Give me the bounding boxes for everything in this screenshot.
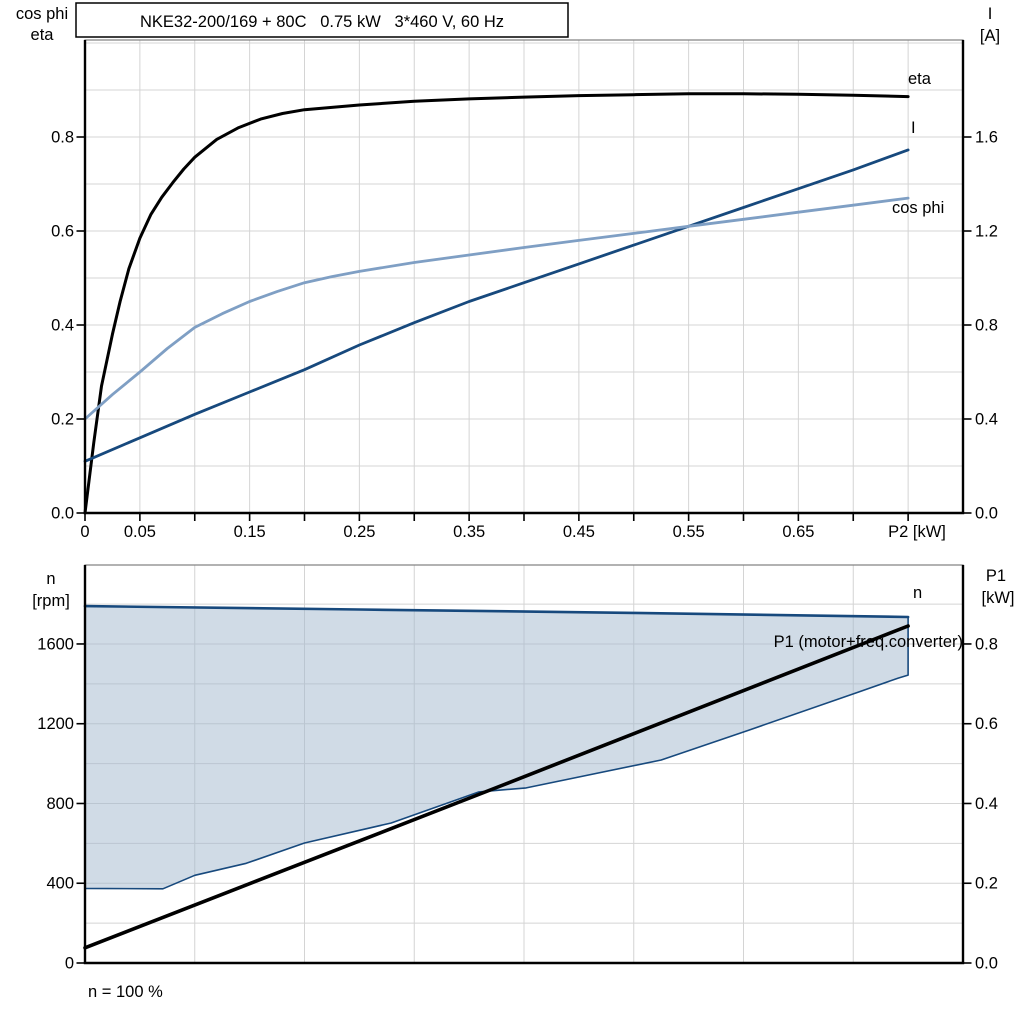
x-axis-title: P2 [kW] [888, 523, 946, 541]
left-tick-label: 0.6 [51, 223, 74, 241]
left-tick-label: 400 [46, 875, 74, 893]
speed-axis-title-line1: n [46, 570, 55, 588]
cos-phi-curve [83, 196, 910, 421]
p1-axis-title-line2: [kW] [982, 589, 1015, 607]
right-axis-title-line1: I [988, 5, 993, 23]
left-tick-label: 1600 [37, 635, 74, 653]
left-tick-label: 0.4 [51, 317, 74, 335]
eta-curve [83, 92, 910, 515]
left-axis-title-line2: eta [31, 26, 55, 44]
left-tick-label: 0.8 [51, 129, 74, 147]
speed-footnote: n = 100 % [88, 983, 163, 1001]
x-tick-label: 0.05 [124, 523, 156, 541]
right-tick-label: 0.4 [975, 411, 998, 429]
x-tick-label: 0.15 [234, 523, 266, 541]
x-tick-label: 0.55 [673, 523, 705, 541]
left-tick-label: 800 [46, 795, 74, 813]
eta-label: eta [908, 70, 932, 88]
efficiency-chart: 0.0 0.2 0.4 0.6 0.8 0.0 0.4 0.8 1.2 1.6 0 0.05 0.15 0… [51, 39, 998, 541]
p1-curve [83, 624, 910, 950]
current-label: I [911, 119, 916, 137]
right-tick-label: 0.0 [975, 955, 998, 973]
grid [85, 40, 963, 513]
right-axis-title-line2: [A] [980, 27, 1000, 45]
right-tick-label: 0.0 [975, 505, 998, 523]
right-tick-label: 1.2 [975, 223, 998, 241]
chart-title: NKE32-200/169 + 80C 0.75 kW 3*460 V, 60 … [140, 13, 504, 31]
left-tick-label: 0.0 [51, 505, 74, 523]
right-tick-label: 0.4 [975, 795, 998, 813]
speed-label: n [913, 584, 922, 602]
speed-curve [83, 604, 910, 619]
speed-power-chart: 0 400 800 1200 1600 0.0 0.2 0.4 0.6 0.8 n P1 (motor… [37, 564, 998, 973]
left-tick-label: 0 [65, 955, 74, 973]
left-axis-title-line1: cos phi [16, 5, 68, 23]
current-curve [83, 148, 910, 463]
p1-axis-title-line1: P1 [986, 567, 1006, 585]
x-tick-label: 0.45 [563, 523, 595, 541]
x-tick-label: 0.25 [343, 523, 375, 541]
left-tick-label: 0.2 [51, 411, 74, 429]
right-tick-label: 0.8 [975, 635, 998, 653]
right-tick-label: 0.2 [975, 875, 998, 893]
right-tick-label: 0.8 [975, 317, 998, 335]
x-tick-label: 0.65 [782, 523, 814, 541]
x-tick-label: 0.35 [453, 523, 485, 541]
right-tick-label: 0.6 [975, 715, 998, 733]
x-tick-label: 0 [80, 523, 89, 541]
p1-label: P1 (motor+freq.converter) [774, 633, 963, 651]
title-box [75, 2, 569, 38]
speed-axis-title-line2: [rpm] [32, 592, 70, 610]
right-tick-label: 1.6 [975, 129, 998, 147]
left-tick-label: 1200 [37, 715, 74, 733]
cos-phi-label: cos phi [892, 199, 944, 217]
